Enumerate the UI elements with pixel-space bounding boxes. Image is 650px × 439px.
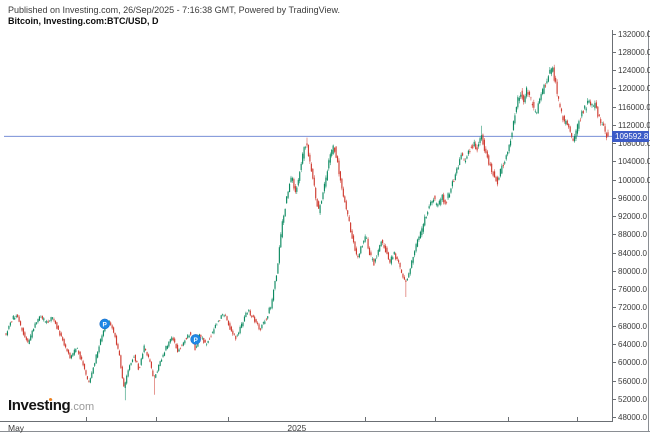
- price-tick: [612, 88, 616, 90]
- price-tick-label: 76000.0: [618, 285, 647, 295]
- price-tick-label: 108000.0: [618, 139, 650, 149]
- price-tick: [612, 106, 616, 108]
- price-tick-label: 64000.0: [618, 340, 647, 349]
- price-tick: [612, 398, 616, 400]
- price-tick-label: 88000.0: [618, 230, 647, 240]
- logo-text-start: Invest: [8, 397, 49, 414]
- price-tick: [612, 234, 616, 236]
- event-marker-letter: P: [103, 321, 108, 328]
- price-tick-label: 128000.0: [618, 47, 650, 57]
- price-tick: [612, 344, 616, 345]
- logo-text-end: ng: [52, 397, 71, 414]
- event-marker-p[interactable]: P: [99, 318, 110, 330]
- time-tick: [227, 417, 229, 421]
- down-candle-wicks: [5, 64, 609, 395]
- up-candle-wicks: [7, 66, 603, 401]
- price-tick-label: 56000.0: [618, 376, 647, 386]
- last-price-label: 109592.8: [612, 130, 649, 142]
- time-tick: [155, 417, 157, 421]
- price-tick: [612, 161, 616, 163]
- price-tick-label: 112000.0: [618, 120, 650, 130]
- price-tick-label: 116000.0: [618, 102, 650, 112]
- time-axis-label: 2025: [287, 423, 307, 433]
- price-tick-label: 96000.0: [618, 193, 647, 203]
- price-tick: [612, 33, 616, 35]
- time-tick: [365, 417, 367, 421]
- symbol-title: Bitcoin, Investing.com:BTC/USD, D: [8, 16, 159, 26]
- price-tick: [612, 179, 616, 181]
- price-tick: [612, 289, 616, 291]
- time-tick: [86, 417, 88, 421]
- price-tick: [612, 70, 616, 71]
- up-candle-bodies: [6, 67, 603, 388]
- price-tick: [612, 124, 616, 126]
- investing-logo: Investing.com: [8, 397, 94, 414]
- logo-com-suffix: .com: [70, 401, 95, 413]
- price-tick: [612, 270, 616, 272]
- price-tick: [612, 417, 616, 418]
- price-tick: [612, 380, 616, 382]
- price-tick-label: 104000.0: [618, 157, 650, 167]
- price-tick-label: 124000.0: [618, 66, 650, 75]
- time-tick: [577, 417, 579, 421]
- price-tick-label: 84000.0: [618, 248, 647, 258]
- price-tick-label: 100000.0: [618, 175, 650, 185]
- price-tick-label: 60000.0: [618, 358, 647, 368]
- price-tick-label: 72000.0: [618, 303, 647, 313]
- price-tick: [612, 216, 616, 218]
- price-tick: [612, 51, 616, 53]
- price-tick: [612, 252, 616, 254]
- price-tick: [612, 143, 616, 145]
- event-marker-letter: P: [193, 337, 198, 344]
- price-tick-label: 120000.0: [618, 84, 650, 94]
- time-axis-label: May: [8, 423, 25, 433]
- price-tick: [612, 362, 616, 364]
- price-tick-label: 52000.0: [618, 394, 647, 404]
- chart-right-border: [648, 30, 649, 432]
- event-marker-circle[interactable]: [99, 318, 110, 330]
- price-tick: [612, 197, 616, 199]
- event-marker-circle[interactable]: [190, 334, 201, 345]
- publish-info: Published on Investing.com, 26/Sep/2025 …: [8, 5, 341, 15]
- price-tick: [612, 325, 616, 327]
- price-tick-label: 68000.0: [618, 321, 647, 331]
- price-axis-line: [612, 30, 613, 422]
- chart-bottom-border: [0, 431, 650, 432]
- price-tick-label: 92000.0: [618, 212, 647, 222]
- price-tick-label: 80000.0: [618, 266, 647, 276]
- price-tick: [612, 307, 616, 309]
- time-axis-line: [0, 421, 613, 422]
- time-tick: [508, 417, 510, 421]
- down-candle-bodies: [5, 67, 609, 387]
- time-tick: [435, 417, 437, 421]
- price-tick-label: 48000.0: [618, 413, 647, 422]
- price-tick-label: 132000.0: [618, 29, 650, 39]
- logo-i-orange-dot: i: [48, 397, 53, 414]
- event-marker-p[interactable]: P: [190, 334, 201, 345]
